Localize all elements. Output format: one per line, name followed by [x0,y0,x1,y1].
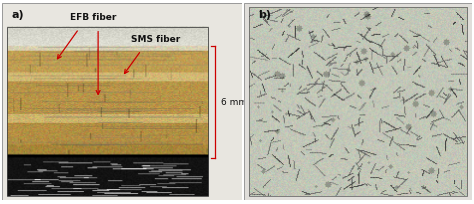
Text: 6 mm: 6 mm [221,98,247,107]
Text: SMS fiber: SMS fiber [131,35,180,44]
Text: a): a) [12,10,25,20]
Bar [7,28,208,196]
Text: b): b) [258,10,271,20]
Text: EFB fiber: EFB fiber [70,13,117,22]
